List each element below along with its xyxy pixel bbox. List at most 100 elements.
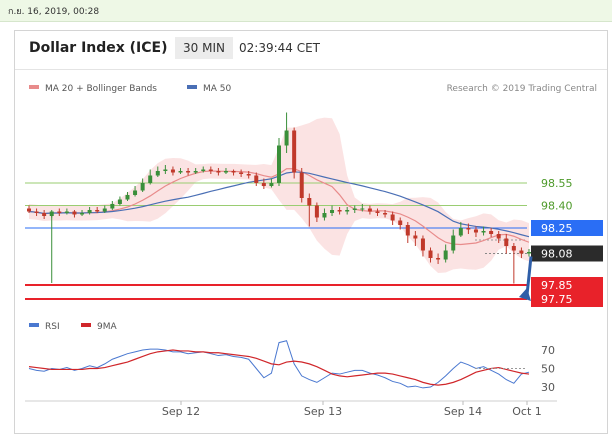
level-label-5: 97.75 bbox=[541, 293, 573, 306]
date-text: ก.ย. 16, 2019, 00:28 bbox=[8, 7, 100, 17]
candle-body-54 bbox=[436, 258, 441, 260]
candle-body-43 bbox=[352, 208, 357, 210]
candle-body-62 bbox=[496, 234, 501, 239]
ma20-legend-label: MA 20 + Bollinger Bands bbox=[45, 84, 157, 94]
candle-body-2 bbox=[42, 213, 47, 216]
chart-time: 02:39:44 CET bbox=[239, 41, 320, 55]
rsi-tick-2: 30 bbox=[541, 381, 555, 394]
candle-body-16 bbox=[148, 175, 153, 183]
candle-body-26 bbox=[223, 171, 228, 173]
x-tick-label-3: Oct 1 bbox=[512, 405, 542, 418]
candle-body-1 bbox=[34, 211, 39, 213]
level-box-4 bbox=[531, 277, 603, 293]
candle-body-33 bbox=[277, 145, 281, 183]
candle-body-28 bbox=[239, 172, 244, 174]
candle-body-58 bbox=[466, 228, 471, 230]
candle-body-18 bbox=[163, 169, 168, 171]
ma20-legend-swatch bbox=[29, 85, 39, 89]
level-label-0: 98.55 bbox=[541, 177, 573, 190]
candle-body-66 bbox=[527, 252, 531, 254]
candle-body-27 bbox=[231, 171, 236, 173]
rsi-tick-1: 50 bbox=[541, 363, 555, 376]
candle-body-37 bbox=[307, 198, 312, 206]
top-date-bar: ก.ย. 16, 2019, 00:28 bbox=[0, 0, 612, 22]
candle-body-56 bbox=[451, 235, 456, 251]
candle-body-6 bbox=[72, 211, 77, 215]
candle-body-4 bbox=[57, 211, 62, 213]
candle-body-0 bbox=[27, 208, 31, 212]
candle-body-11 bbox=[110, 204, 115, 209]
candle-body-13 bbox=[125, 195, 130, 200]
candle-body-61 bbox=[489, 231, 494, 234]
candle-body-36 bbox=[299, 172, 304, 198]
candle-body-40 bbox=[330, 210, 335, 213]
current-price-label: 98.08 bbox=[541, 248, 573, 261]
candle-body-25 bbox=[216, 171, 221, 173]
candle-body-30 bbox=[254, 175, 259, 183]
candle-body-24 bbox=[208, 169, 213, 171]
candle-body-10 bbox=[102, 208, 107, 212]
forecast-arrow-head bbox=[519, 288, 531, 301]
candle-body-48 bbox=[390, 214, 395, 221]
x-tick-label-1: Sep 13 bbox=[304, 405, 342, 418]
candle-body-22 bbox=[193, 171, 198, 173]
header-divider bbox=[15, 69, 607, 70]
rsi-ma-line bbox=[28, 349, 530, 386]
price-chart: MA 20 + Bollinger Bands MA 50 Research ©… bbox=[25, 84, 603, 418]
level-box-5 bbox=[531, 291, 603, 307]
bollinger-band bbox=[29, 117, 529, 273]
candle-body-51 bbox=[413, 235, 418, 239]
candle-body-19 bbox=[170, 169, 175, 173]
candle-body-50 bbox=[405, 225, 410, 236]
candle-body-52 bbox=[420, 238, 425, 251]
level-label-1: 98.40 bbox=[541, 200, 573, 213]
candle-body-65 bbox=[519, 250, 524, 254]
x-tick-label-2: Sep 14 bbox=[444, 405, 482, 418]
candle-body-55 bbox=[443, 250, 448, 260]
candle-body-64 bbox=[511, 246, 516, 251]
forecast-arrow bbox=[525, 256, 533, 296]
level-label-2: 98.25 bbox=[541, 222, 573, 235]
candle-body-21 bbox=[186, 171, 191, 173]
rsi-line bbox=[28, 340, 530, 389]
candle-body-46 bbox=[375, 211, 380, 213]
instrument-title: Dollar Index (ICE) bbox=[29, 40, 168, 56]
candle-body-39 bbox=[322, 213, 327, 218]
candle-body-5 bbox=[64, 211, 69, 213]
candle-body-32 bbox=[269, 183, 274, 186]
candle-body-42 bbox=[345, 210, 350, 212]
rsi-tick-0: 70 bbox=[541, 344, 555, 357]
candle-body-44 bbox=[360, 208, 365, 210]
level-label-4: 97.85 bbox=[541, 279, 573, 292]
candle-body-9 bbox=[95, 210, 100, 212]
candle-body-34 bbox=[284, 130, 289, 146]
candle-body-60 bbox=[481, 231, 486, 233]
x-tick-label-0: Sep 12 bbox=[162, 405, 200, 418]
candle-body-23 bbox=[201, 169, 206, 171]
candle-body-53 bbox=[428, 250, 433, 258]
credit-text: Research © 2019 Trading Central bbox=[447, 84, 597, 94]
interval-badge[interactable]: 30 MIN bbox=[175, 37, 233, 59]
candle-body-57 bbox=[458, 228, 463, 236]
candle-body-41 bbox=[337, 210, 342, 212]
candle-body-7 bbox=[80, 213, 85, 215]
rsi-legend-swatch bbox=[29, 323, 39, 327]
ma9-legend-label: 9MA bbox=[97, 322, 117, 332]
candle-body-49 bbox=[398, 220, 403, 225]
candle-body-14 bbox=[133, 190, 138, 195]
level-box-2 bbox=[531, 220, 603, 236]
candle-body-35 bbox=[292, 130, 297, 173]
candle-body-63 bbox=[504, 238, 509, 246]
rsi-legend-label: RSI bbox=[45, 322, 60, 332]
candle-body-31 bbox=[261, 183, 266, 186]
chart-card: Dollar Index (ICE) 30 MIN 02:39:44 CET M… bbox=[14, 30, 608, 434]
legend: MA 20 + Bollinger Bands MA 50 Research ©… bbox=[29, 84, 597, 94]
ma50-legend-label: MA 50 bbox=[203, 84, 232, 94]
candle-body-15 bbox=[140, 183, 145, 191]
candle-body-20 bbox=[178, 171, 183, 173]
candle-body-17 bbox=[155, 171, 160, 176]
candle-body-38 bbox=[314, 205, 319, 218]
candle-body-45 bbox=[367, 208, 372, 212]
ma50-legend-swatch bbox=[187, 85, 197, 89]
ma9-legend-swatch bbox=[81, 323, 91, 327]
